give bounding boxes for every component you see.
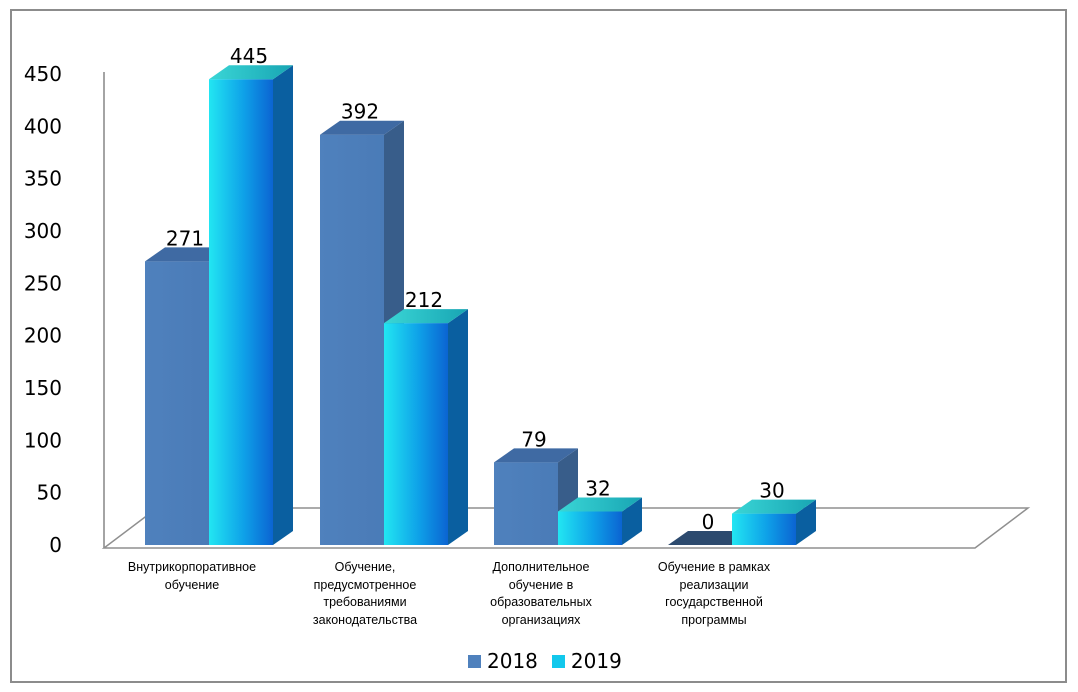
legend-item-2019: 2019 (551, 649, 622, 673)
legend: 2018 2019 (468, 648, 636, 674)
y-tick-label: 0 (49, 533, 62, 557)
bar-top (145, 247, 229, 262)
y-tick-label: 450 (24, 62, 62, 86)
category-label-3: Дополнительное обучение в образовательны… (490, 560, 592, 627)
y-tick-label: 400 (24, 114, 62, 138)
bar-front (732, 513, 796, 545)
data-label-2019-2: 212 (405, 288, 443, 312)
bar-front (384, 323, 448, 545)
y-tick-label: 150 (24, 376, 62, 400)
bar-top (384, 309, 468, 324)
bar-side (622, 497, 642, 545)
bar-2019-4 (732, 499, 816, 545)
y-tick-label: 250 (24, 271, 62, 295)
bar-2019-3 (558, 497, 642, 545)
legend-item-2018: 2018 (468, 649, 538, 673)
bar-side (448, 309, 468, 545)
y-tick-label: 200 (24, 324, 62, 348)
category-label-4: Обучение в рамках реализации государстве… (657, 560, 771, 627)
bar-top (668, 531, 752, 545)
data-label-2019-3: 32 (585, 477, 610, 501)
bar-front (320, 134, 384, 545)
y-tick-label: 350 (24, 167, 62, 191)
y-tick-label: 50 (37, 481, 62, 505)
bar-top (558, 497, 642, 512)
category-label-2: Обучение, предусмотренное требованиями з… (312, 560, 418, 627)
bar-2018-4 (668, 531, 752, 545)
bar-side (273, 65, 293, 545)
y-tick-label: 100 (24, 428, 62, 452)
category-label-1: Внутрикорпоративное обучение (127, 560, 257, 592)
legend-label-2018: 2018 (487, 649, 538, 673)
legend-swatch-2018 (468, 654, 481, 668)
bar-top (494, 448, 578, 463)
y-tick-label: 300 (24, 219, 62, 243)
data-label-2019-1: 445 (230, 44, 268, 68)
data-label-2019-4: 30 (759, 479, 784, 503)
bar-front (209, 79, 273, 545)
bar-2019-1 (209, 65, 293, 545)
bar-top (209, 65, 293, 80)
data-label-2018-2: 392 (341, 100, 379, 124)
bar-top (732, 499, 816, 514)
data-label-2018-1: 271 (166, 226, 204, 250)
data-label-2018-4: 0 (702, 510, 715, 534)
bar-top (320, 120, 404, 135)
bar-front (145, 261, 209, 545)
bar-side (796, 499, 816, 545)
bar-front (558, 511, 622, 545)
data-label-2018-3: 79 (521, 427, 546, 451)
legend-label-2019: 2019 (570, 649, 622, 673)
bar-front (494, 462, 558, 545)
legend-swatch-2019 (551, 654, 565, 668)
bar-2019-2 (384, 309, 468, 545)
